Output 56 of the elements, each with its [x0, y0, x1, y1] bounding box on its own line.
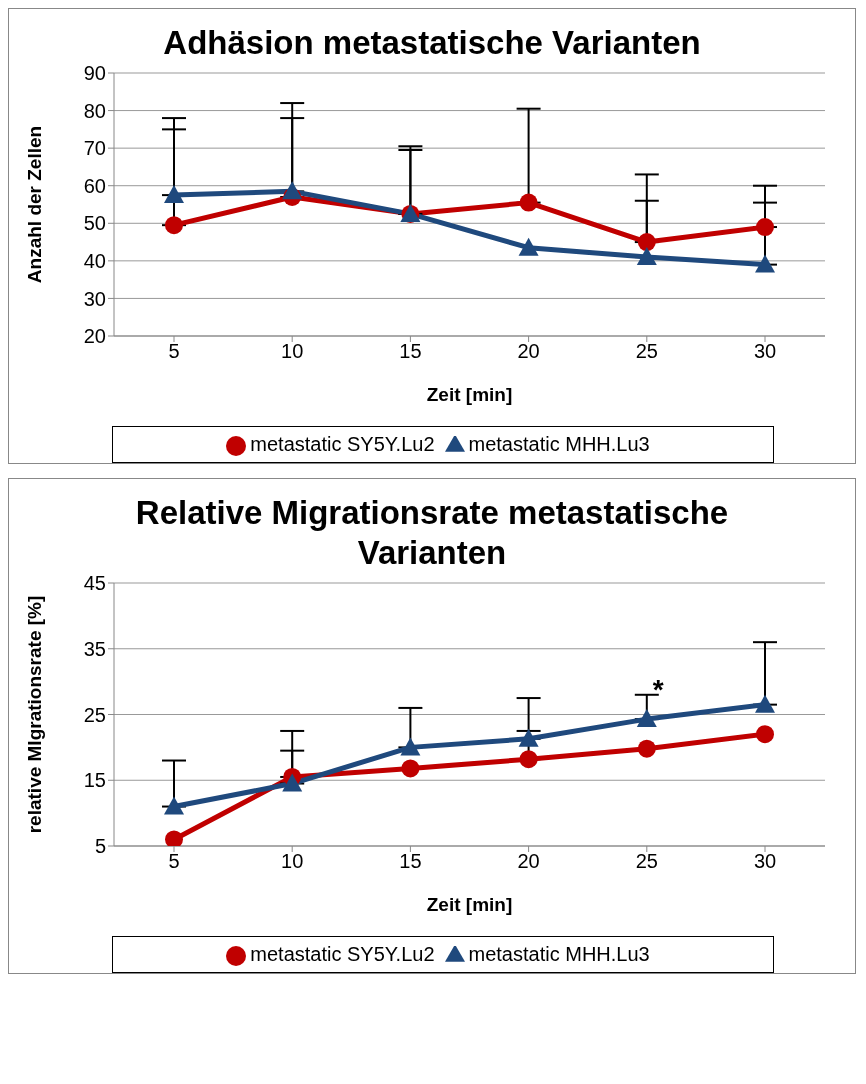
y-tick-label: 40 [83, 249, 106, 272]
x-tick-label: 5 [168, 340, 180, 363]
chart-title: Adhäsion metastatische Varianten [162, 23, 702, 63]
y-tick-label: 80 [83, 99, 106, 122]
point [164, 185, 184, 204]
y-tick-label: 20 [83, 325, 106, 348]
y-tick-label: 30 [83, 287, 106, 310]
x-tick-label: 25 [635, 850, 658, 873]
point [518, 728, 539, 747]
y-tick-label: 25 [83, 703, 106, 726]
point [164, 796, 184, 815]
x-axis-title: Zeit [min] [426, 384, 513, 405]
x-tick-label: 10 [281, 340, 304, 363]
annotation: * [652, 674, 664, 706]
point [636, 709, 657, 728]
point [755, 694, 775, 713]
legend-label: metastatic SY5Y.Lu2 [250, 943, 435, 965]
legend-label: metastatic SY5Y.Lu2 [250, 433, 435, 455]
point [637, 233, 656, 252]
point [637, 739, 656, 758]
y-axis-title: Anzahl der Zellen [23, 125, 45, 284]
point [636, 247, 657, 266]
x-tick-label: 15 [399, 340, 422, 363]
y-tick-label: 45 [83, 572, 106, 595]
point [282, 773, 303, 792]
point [518, 237, 539, 256]
point [400, 737, 421, 756]
x-tick-label: 30 [753, 850, 777, 873]
y-tick-label: 5 [94, 835, 106, 858]
y-tick-label: 50 [83, 212, 106, 235]
y-tick-label: 90 [83, 62, 106, 85]
legend-label: metastatic MHH.Lu3 [468, 943, 650, 965]
x-tick-label: 10 [281, 850, 304, 873]
chart-title: Relative Migrationsrate metastatische Varianten [134, 493, 730, 573]
y-tick-label: 35 [83, 637, 106, 660]
y-tick-label: 15 [83, 769, 106, 792]
point [282, 181, 303, 200]
point [519, 750, 538, 769]
point [165, 830, 183, 846]
y-axis-title: relative MIgrationsrate [%] [23, 595, 45, 834]
x-axis-title: Zeit [min] [426, 894, 513, 915]
x-tick-label: 20 [517, 340, 540, 363]
point [165, 216, 183, 235]
point [755, 254, 775, 273]
x-tick-label: 30 [753, 340, 777, 363]
x-tick-label: 15 [399, 850, 422, 873]
point [756, 218, 774, 237]
x-tick-label: 20 [517, 850, 540, 873]
y-tick-label: 70 [83, 137, 106, 160]
legend-label: metastatic MHH.Lu3 [468, 433, 650, 455]
point [756, 725, 774, 744]
y-tick-label: 60 [83, 174, 106, 197]
x-tick-label: 25 [635, 340, 658, 363]
x-tick-label: 5 [168, 850, 180, 873]
point [401, 759, 420, 778]
point [519, 193, 538, 212]
